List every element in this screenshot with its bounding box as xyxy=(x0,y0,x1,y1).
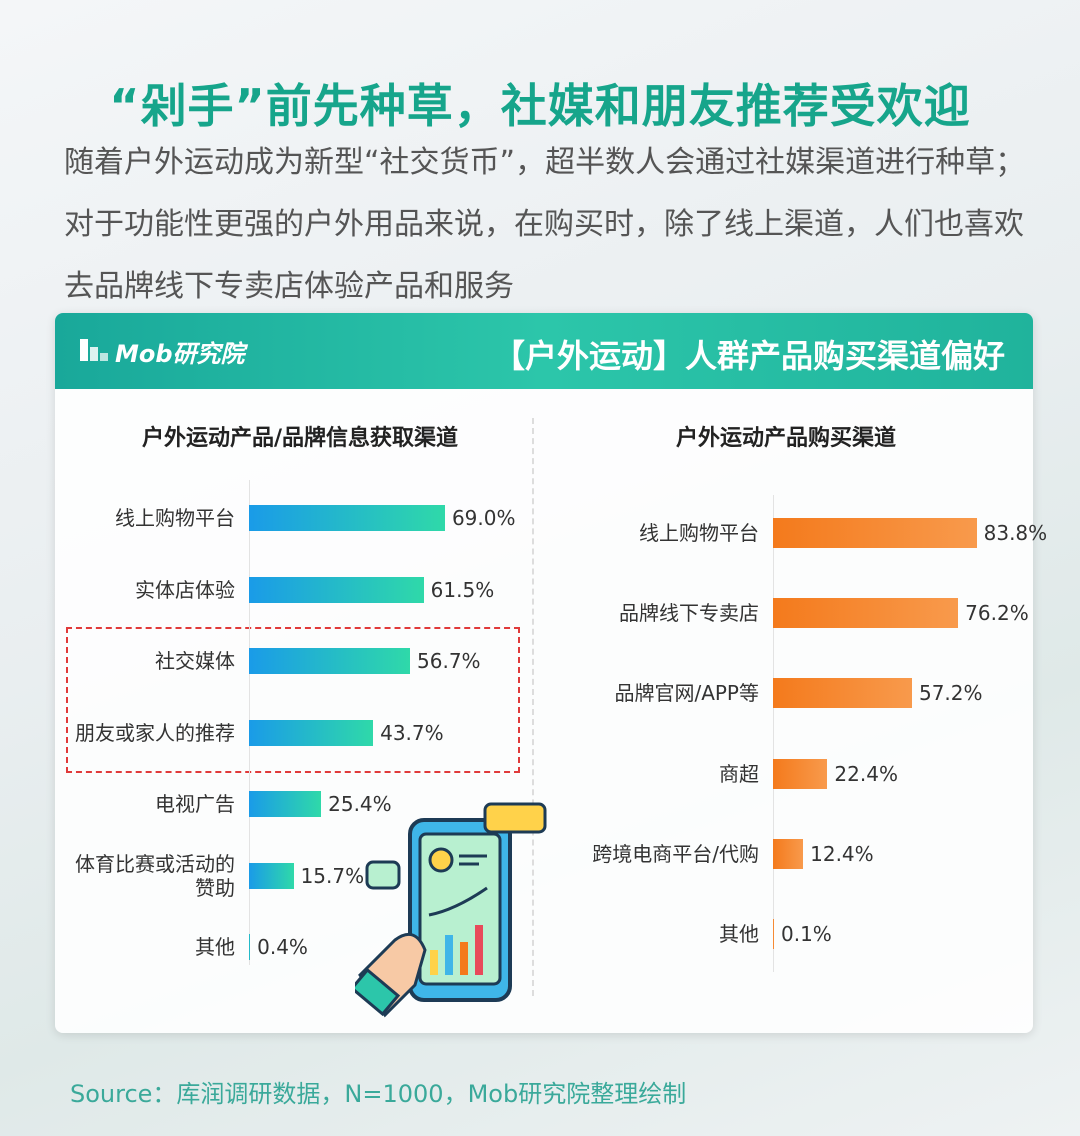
value-label: 57.2% xyxy=(918,681,983,706)
bar xyxy=(249,719,374,746)
value-label: 43.7% xyxy=(380,720,444,745)
bar xyxy=(773,758,828,789)
value-label: 56.7% xyxy=(417,649,481,673)
category-label: 线上购物平台 xyxy=(115,506,235,530)
value-label: 15.7% xyxy=(300,863,365,888)
value-label: 12.4% xyxy=(810,841,874,866)
divider xyxy=(532,418,534,996)
logo-icon xyxy=(80,339,108,361)
chart-title: 户外运动产品/品牌信息获取渠道 xyxy=(141,426,459,451)
value-label: 61.5% xyxy=(430,577,495,602)
bar xyxy=(773,838,804,869)
value-label: 69.0% xyxy=(451,506,516,530)
category-label: 线上购物平台 xyxy=(639,521,759,545)
category-label: 电视广告 xyxy=(155,792,235,816)
bar xyxy=(773,919,774,949)
bar xyxy=(249,862,294,889)
highlight-box xyxy=(66,627,520,773)
bar xyxy=(773,518,977,548)
category-label: 商超 xyxy=(719,761,759,786)
value-label: 76.2% xyxy=(965,601,1029,626)
phone-illustration xyxy=(355,802,547,1018)
category-label: 体育比赛或活动的赞助 xyxy=(75,851,235,900)
headline: “剁手”前先种草，社媒和朋友推荐受欢迎 xyxy=(109,79,971,133)
value-label: 0.1% xyxy=(781,922,832,946)
bar xyxy=(773,598,959,629)
bar xyxy=(249,505,445,531)
bar xyxy=(773,678,912,709)
bar xyxy=(249,934,251,960)
category-label: 跨境电商平台/代购 xyxy=(592,841,759,866)
value-label: 22.4% xyxy=(834,761,898,786)
description: 随着户外运动成为新型“社交货币”，超半数人会通过社媒渠道进行种草；对于功能性更强… xyxy=(64,145,1026,304)
bar xyxy=(249,576,424,603)
banner xyxy=(55,313,1033,389)
axis-line xyxy=(773,495,774,972)
category-label: 朋友或家人的推荐 xyxy=(75,720,235,745)
bar xyxy=(249,648,411,674)
value-label: 83.8% xyxy=(983,521,1048,545)
source: Source：库润调研数据，N=1000，Mob研究院整理绘制 xyxy=(70,1080,687,1108)
value-label: 0.4% xyxy=(257,935,308,959)
chart-title: 户外运动产品购买渠道 xyxy=(675,426,896,451)
bar xyxy=(249,791,322,817)
category-label: 社交媒体 xyxy=(155,649,235,673)
category-label: 其他 xyxy=(195,935,235,959)
category-label: 实体店体验 xyxy=(135,577,235,602)
category-label: 其他 xyxy=(719,922,759,946)
category-label: 品牌官网/APP等 xyxy=(614,681,759,706)
logo: Mob研究院 xyxy=(115,340,245,368)
category-label: 品牌线下专卖店 xyxy=(619,601,759,626)
value-label: 25.4% xyxy=(328,792,392,816)
card xyxy=(55,313,1033,1033)
banner-title: 【户外运动】人群产品购买渠道偏好 xyxy=(492,337,1005,375)
